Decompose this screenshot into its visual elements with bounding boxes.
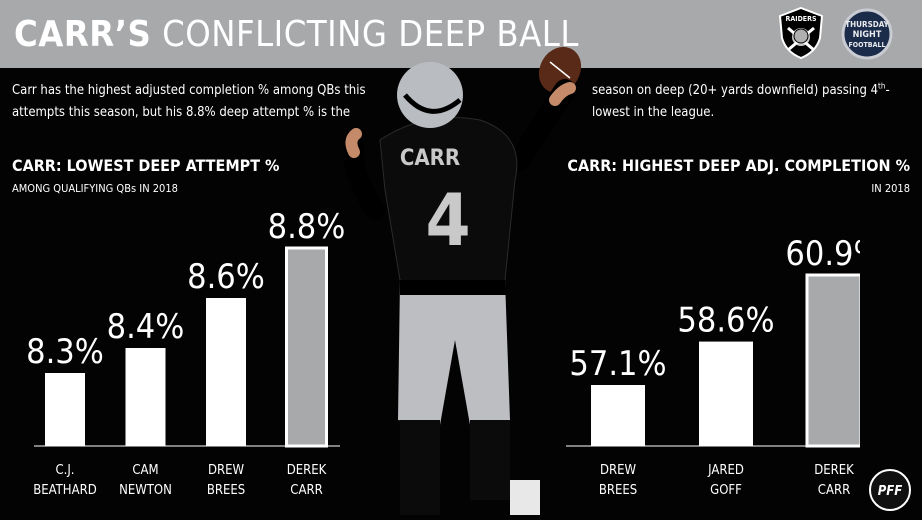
bar [591,385,645,446]
category-label: DREW [208,463,245,478]
bar-value-label: 8.4% [107,307,185,347]
category-label: CAM [132,463,158,478]
intro-right-pre: season on deep (20+ yards downfield) pas… [592,83,879,98]
intro-right-post: -lowest in the league. [592,83,890,120]
right-bar-chart: 57.1% DREW BREES 58.6% JARED GOFF 60.9% DEREK CA… [566,234,860,498]
jersey-name: CARR [400,146,460,171]
right-chart-subtitle: IN 2018 [871,182,910,195]
bar [699,341,753,446]
bar [805,273,860,448]
category-label: DEREK [814,463,854,478]
left-chart-subtitle: AMONG QUALIFYING QBs IN 2018 [12,182,178,195]
right-chart-title: CARR: HIGHEST DEEP ADJ. COMPLETION % [567,156,910,175]
tnf-line1: THURSDAY [845,20,889,29]
left-chart-title: CARR: LOWEST DEEP ATTEMPT % [12,156,280,175]
pff-logo-text: PFF [878,484,903,499]
category-label: JARED [707,463,744,478]
page-title: CARR’S CONFLICTING DEEP BALL [14,14,579,55]
player-photo: CARR 4 [343,46,582,515]
category-label: CARR [290,483,322,498]
bar [285,246,328,448]
bar-value-label: 60.9% [785,234,860,274]
category-label: BREES [207,483,245,498]
category-label: BREES [599,483,637,498]
raiders-logo-text: RAIDERS [786,15,817,23]
bar [125,348,166,446]
category-label: CARR [818,483,850,498]
intro-right-sup: th [878,81,886,91]
tnf-line3: FOOTBALL [848,41,885,49]
category-label: DREW [600,463,637,478]
category-label: GOFF [710,483,742,498]
left-bar-chart: 8.3% C.J. BEATHARD 8.4% CAM NEWTON 8.6% DREW BRE… [26,207,346,498]
bar [206,298,246,446]
title-rest: CONFLICTING DEEP BALL [162,14,579,55]
header-band: CARR’S CONFLICTING DEEP BALL RAIDERS THU… [0,0,922,68]
bar-value-label: 8.8% [268,207,346,247]
category-label: NEWTON [119,483,172,498]
pff-logo: PFF [869,469,911,511]
bar [45,373,85,446]
intro-text-left: Carr has the highest adjusted completion… [12,83,366,120]
tnf-logo: THURSDAY NIGHT FOOTBALL [841,8,893,60]
title-bold: CARR’S [14,14,152,55]
intro-text-right: season on deep (20+ yards downfield) pas… [592,80,912,124]
bar-value-label: 8.3% [26,332,104,372]
raiders-logo: RAIDERS [778,6,824,60]
bar-value-label: 58.6% [677,301,774,341]
category-label: DEREK [287,463,327,478]
jersey-number: 4 [425,178,470,262]
category-label: BEATHARD [33,483,96,498]
bar-value-label: 8.6% [187,257,265,297]
tnf-line2: NIGHT [853,30,882,40]
bar-value-label: 57.1% [569,344,666,384]
category-label: C.J. [55,463,74,478]
